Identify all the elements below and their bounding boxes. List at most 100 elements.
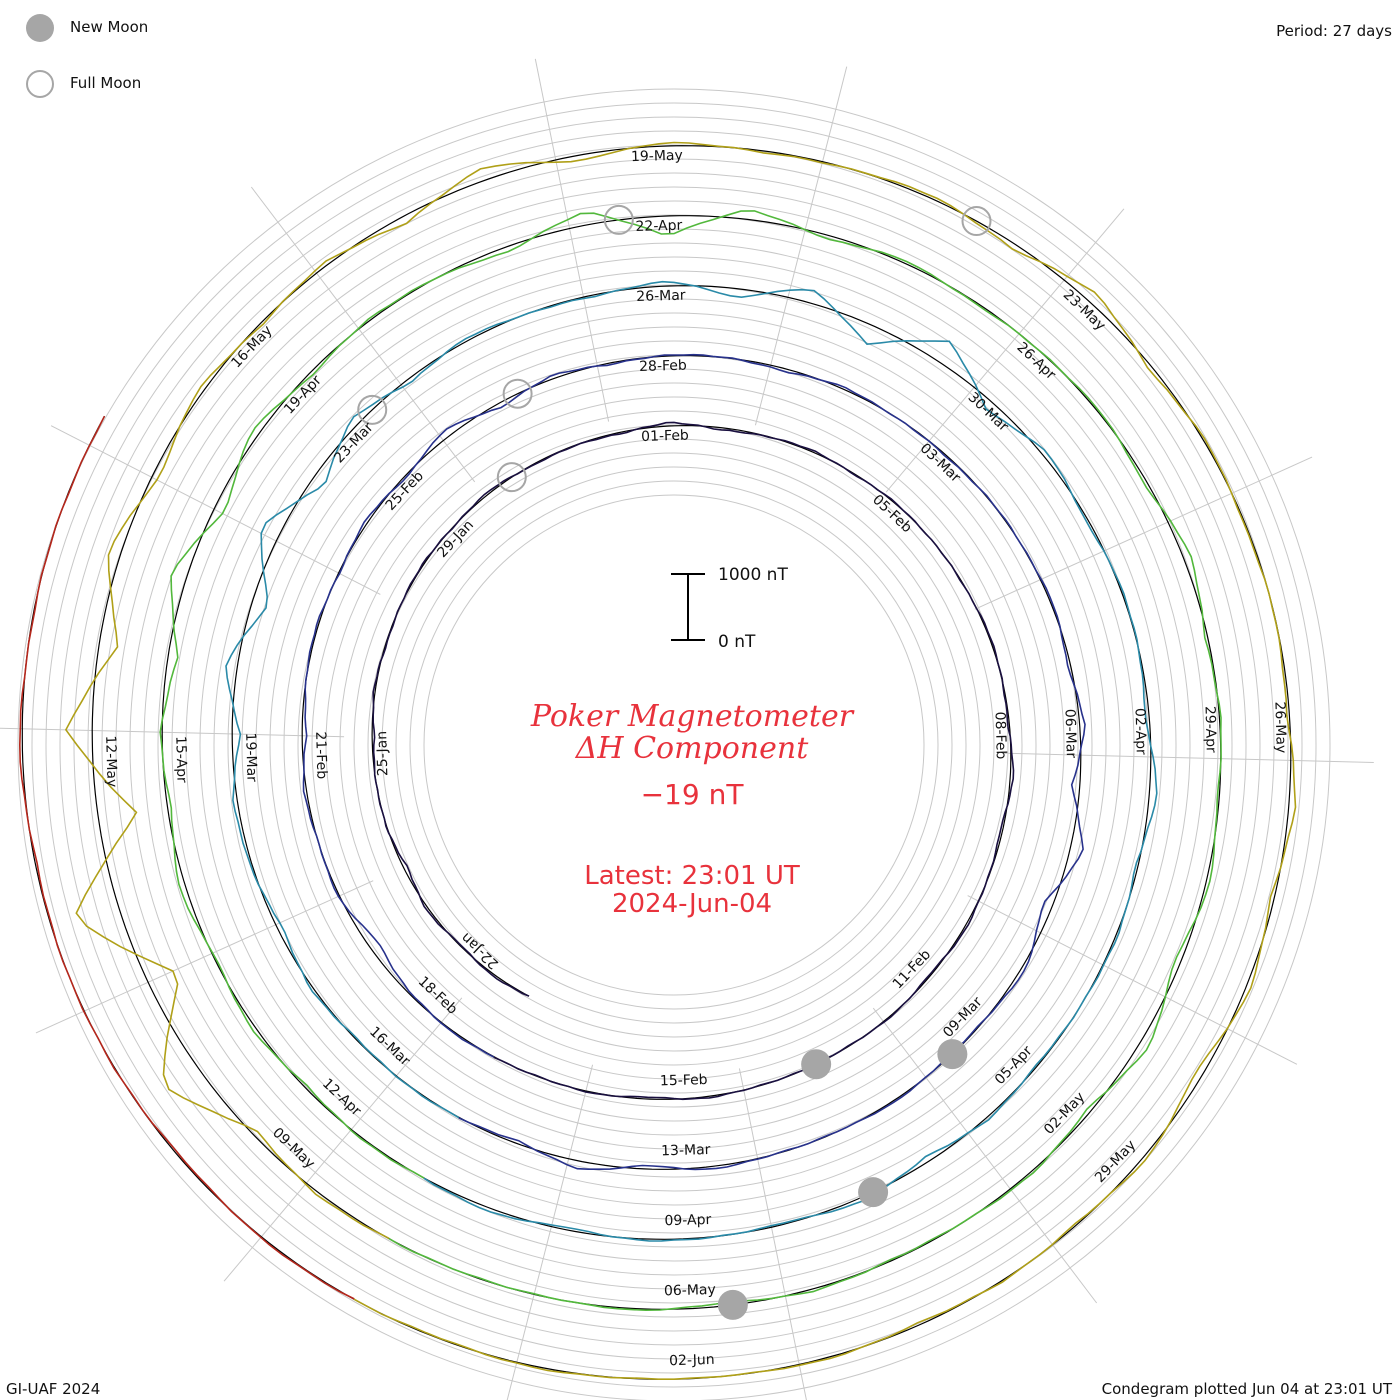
radial-spoke (50, 425, 381, 595)
date-tick-label: 26-Mar (636, 288, 686, 305)
grid-circle (241, 312, 1107, 1178)
period-label: Period: 27 days (1276, 22, 1392, 40)
grid-circle (269, 340, 1079, 1150)
grid-circle (213, 284, 1135, 1206)
radial-spoke (0, 727, 345, 738)
new-moon-icon (26, 14, 54, 42)
date-tick-label: 06-Mar (1061, 709, 1078, 759)
latest-date: 2024-Jun-04 (612, 889, 772, 919)
new-moon-marker (801, 1049, 832, 1080)
date-tick-label: 29-Apr (1201, 706, 1218, 753)
series-line-4 (159, 210, 1222, 1312)
new-moon-marker (717, 1289, 748, 1320)
date-tick-label: 16-May (228, 323, 275, 372)
grid-circle (171, 242, 1177, 1248)
date-tick-label: 26-May (1271, 701, 1289, 753)
radial-spoke (967, 895, 1298, 1065)
date-tick-label: 19-May (631, 148, 683, 166)
grid-circle (157, 228, 1191, 1262)
latest-time: Latest: 23:01 UT (584, 861, 800, 891)
scale-bottom-label: 0 nT (718, 632, 756, 652)
series-line-6 (18, 415, 355, 1300)
date-tick-label: 19-Mar (242, 732, 259, 782)
date-tick-label: 09-Apr (664, 1212, 711, 1229)
radial-spoke (872, 1007, 1098, 1304)
date-tick-label: 22-Apr (635, 218, 682, 235)
grid-circle (73, 144, 1275, 1346)
grid-circle (297, 368, 1051, 1122)
chart-title-block: Poker Magnetometer ΔH Component −19 nT L… (530, 699, 855, 919)
grid-circle (325, 396, 1023, 1094)
date-tick-label: 21-Feb (312, 731, 329, 779)
grid-circle (31, 102, 1317, 1388)
date-tick-label: 29-May (1092, 1137, 1139, 1186)
grid-circle (17, 88, 1331, 1400)
radial-spoke (1003, 752, 1374, 763)
date-tick-label: 25-Jan (374, 731, 391, 777)
scale-top-label: 1000 nT (718, 565, 788, 585)
radial-spoke (534, 58, 610, 422)
date-tick-label: 12-May (102, 735, 120, 787)
date-tick-label: 16-Mar (366, 1024, 413, 1070)
full-moon-marker (603, 204, 634, 235)
radial-spoke (250, 186, 476, 483)
grid-circle (59, 130, 1289, 1360)
series-line-1 (372, 421, 1015, 1101)
grid-circle (199, 270, 1149, 1220)
radial-spoke (974, 456, 1313, 610)
legend-full-moon-label: Full Moon (70, 74, 142, 92)
date-tick-label: 06-May (664, 1282, 716, 1300)
chart-title: Poker Magnetometer (530, 699, 855, 734)
chart-subtitle: ΔH Component (575, 731, 809, 766)
new-moon-marker (858, 1177, 889, 1208)
date-tick-label: 09-Mar (940, 994, 986, 1041)
new-moon-marker (937, 1039, 968, 1070)
full-moon-marker (502, 378, 533, 409)
radial-spoke (35, 880, 374, 1034)
series-line-5 (64, 141, 1297, 1380)
series-line-3 (225, 280, 1158, 1242)
moon-markers (357, 204, 992, 1320)
date-tick-label: 11-Feb (890, 947, 934, 993)
grid-circle (353, 424, 995, 1066)
full-moon-marker (357, 394, 388, 425)
date-tick-label: 13-Mar (661, 1142, 711, 1159)
date-tick-label: 05-Apr (992, 1043, 1036, 1088)
grid-circle (255, 326, 1093, 1164)
full-moon-marker (961, 206, 992, 237)
date-tick-label: 09-May (269, 1125, 318, 1172)
radial-spoke (738, 1068, 807, 1400)
grid-circle (143, 214, 1205, 1276)
grid-circle (129, 200, 1219, 1290)
date-tick-label: 15-Feb (660, 1072, 708, 1089)
date-tick-label: 15-Apr (172, 736, 189, 783)
radial-spoke (885, 208, 1125, 493)
grid-circle (395, 466, 953, 1024)
full-moon-icon (26, 70, 54, 98)
grid-circle (185, 256, 1163, 1234)
grid-circle (409, 480, 939, 1010)
grid-circle (227, 298, 1121, 1192)
footer-plotted: Condegram plotted Jun 04 at 23:01 UT (1101, 1380, 1392, 1398)
series-line-2 (302, 353, 1086, 1171)
scale-bar: 1000 nT 0 nT (671, 565, 788, 652)
grid-circle (311, 382, 1037, 1108)
full-moon-marker (496, 462, 527, 493)
grid-circles (17, 88, 1331, 1400)
date-tick-label: 23-Mar (331, 419, 377, 466)
grid-circle (339, 410, 1009, 1080)
data-series (18, 141, 1297, 1380)
date-tick-label: 02-Jun (669, 1352, 715, 1369)
radial-spoke (754, 66, 848, 426)
date-tick-label: 08-Feb (992, 711, 1009, 759)
grid-circle (45, 116, 1303, 1374)
grid-circle (423, 494, 925, 996)
date-tick-label: 01-Feb (641, 428, 689, 445)
date-tick-label: 28-Feb (639, 358, 687, 375)
footer-credit: GI-UAF 2024 (6, 1380, 101, 1398)
date-tick-label: 02-May (1041, 1089, 1088, 1138)
grid-circle (101, 172, 1247, 1318)
grid-circle (381, 452, 967, 1038)
current-value: −19 nT (641, 778, 745, 811)
